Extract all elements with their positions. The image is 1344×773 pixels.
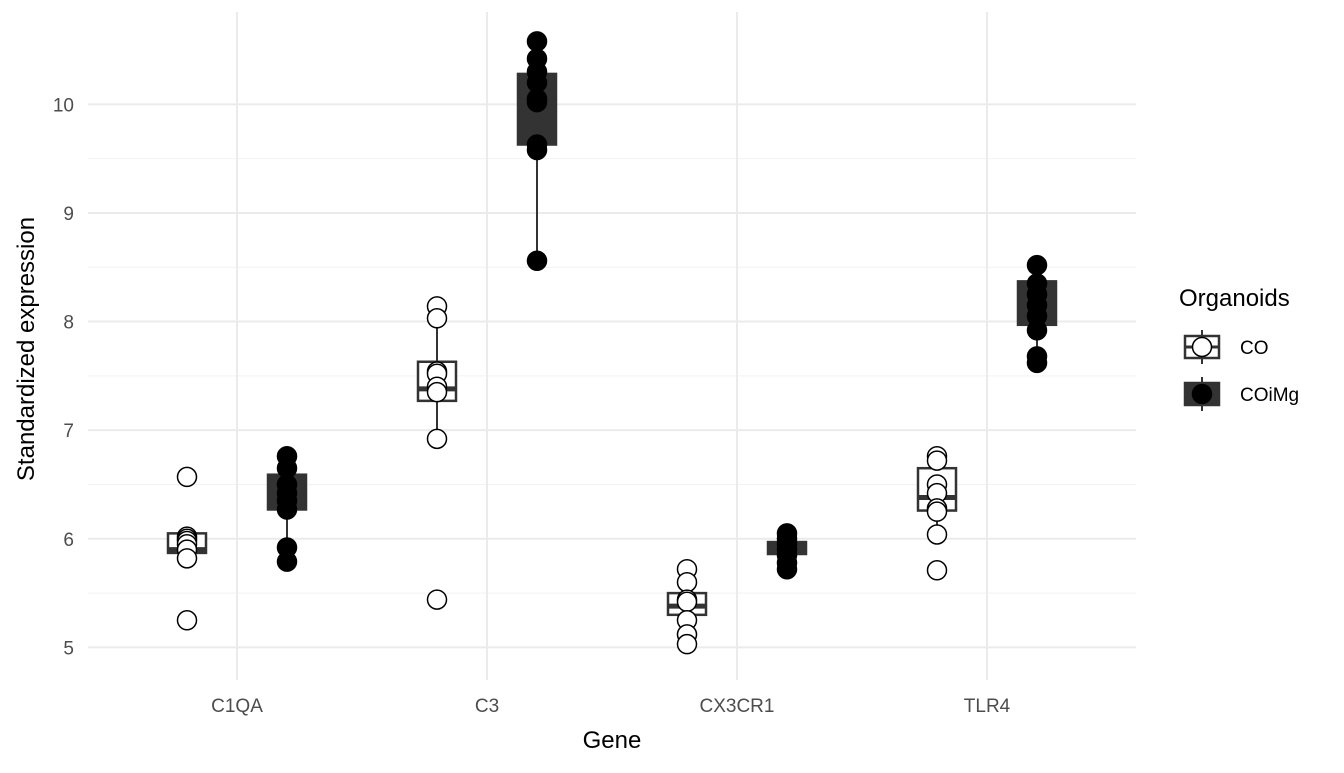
x-tick-label: CX3CR1: [700, 696, 775, 717]
data-point-CO: [176, 548, 198, 569]
legend-title: Organoids: [1179, 285, 1290, 312]
data-point-CO: [676, 591, 698, 613]
data-point-COiMg: [1026, 352, 1048, 374]
data-point-CO: [676, 571, 698, 593]
x-tick-label: C1QA: [211, 696, 263, 717]
data-point-CO: [426, 428, 448, 450]
data-point-CO: [426, 308, 448, 329]
grid: [88, 12, 1136, 680]
data-point-COiMg: [526, 139, 548, 161]
data-point-COiMg: [776, 558, 798, 580]
points: [176, 31, 1048, 655]
boxes: [166, 41, 1058, 645]
legend-key-point: [1191, 336, 1213, 358]
data-point-CO: [176, 466, 198, 488]
y-tick-label: 6: [63, 530, 74, 551]
data-point-CO: [676, 633, 698, 655]
data-point-COiMg: [526, 31, 548, 52]
data-point-CO: [176, 610, 198, 631]
y-tick-label: 5: [63, 638, 74, 659]
legend-key-point: [1191, 383, 1213, 405]
data-point-CO: [926, 524, 948, 545]
y-tick-label: 9: [63, 204, 74, 225]
y-tick-label: 8: [63, 313, 74, 334]
data-point-CO: [926, 560, 948, 581]
x-tick-label: TLR4: [964, 696, 1011, 717]
data-point-CO: [426, 589, 448, 610]
axes: 5 6 7 8 9 10 C1QA C3 CX3CR1 TLR4: [53, 95, 1011, 717]
data-point-CO: [926, 501, 948, 522]
y-tick-label: 7: [63, 421, 74, 442]
legend-entry-COiMg: COiMg: [1183, 377, 1299, 411]
data-point-COiMg: [276, 551, 298, 572]
data-point-CO: [926, 450, 948, 471]
data-point-COiMg: [526, 250, 548, 271]
legend: Organoids CO COiMg: [1179, 285, 1299, 411]
data-point-COiMg: [1026, 320, 1048, 341]
y-tick-label: 10: [53, 95, 74, 116]
legend-entry-CO: CO: [1183, 330, 1269, 364]
legend-label: CO: [1240, 338, 1269, 359]
data-point-CO: [426, 381, 448, 403]
data-point-COiMg: [276, 499, 298, 520]
y-axis-title: Standardized expression: [13, 217, 40, 481]
data-point-COiMg: [1026, 254, 1048, 276]
legend-label: COiMg: [1240, 385, 1299, 406]
data-point-COiMg: [526, 91, 548, 113]
x-tick-label: C3: [475, 696, 499, 717]
x-axis-title: Gene: [583, 727, 642, 754]
